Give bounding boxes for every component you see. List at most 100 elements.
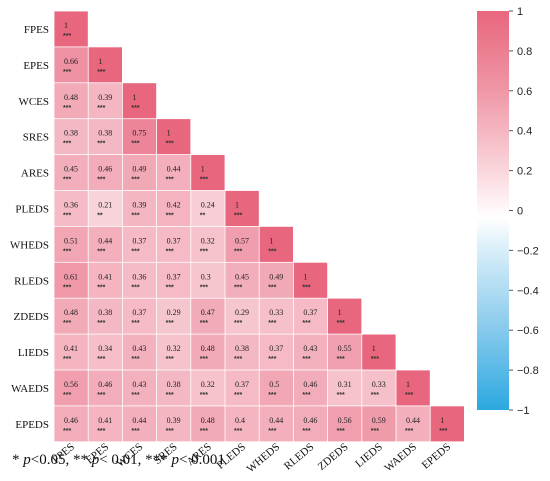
- cell-significance-label: ***: [337, 428, 345, 435]
- heatmap-cell: [328, 298, 362, 334]
- heatmap-cell: [293, 262, 328, 298]
- heatmap-cell: [362, 334, 396, 370]
- cell-significance-label: ***: [337, 392, 345, 399]
- cell-value-label: 0.39: [132, 201, 146, 210]
- cell-value-label: 0.34: [98, 344, 112, 353]
- y-tick-label: ZDEDS: [14, 311, 49, 323]
- cell-significance-label: ***: [131, 141, 139, 148]
- cell-value-label: 0.38: [98, 308, 112, 317]
- cell-value-label: 0.37: [303, 308, 317, 317]
- heatmap-cells: 1***0.66***1***0.48***0.39***1***0.38***…: [54, 11, 464, 442]
- cell-significance-label: ***: [63, 141, 71, 148]
- significance-footnote: * p<0.05, ** p< 0.01, *** p< 0.001: [12, 452, 225, 469]
- cell-significance-label: ***: [200, 356, 208, 363]
- heatmap-cell: [259, 226, 293, 262]
- cell-value-label: 0.41: [98, 272, 112, 281]
- colorbar-tick-label: −1: [517, 405, 530, 417]
- heatmap-cell: [225, 370, 259, 406]
- cell-significance-label: ***: [302, 284, 310, 291]
- y-tick-label: FPES: [24, 24, 49, 36]
- heatmap-cell: [259, 262, 293, 298]
- heatmap-cell: [54, 298, 88, 334]
- cell-value-label: 0.36: [64, 201, 78, 210]
- heatmap-cell: [225, 298, 259, 334]
- cell-value-label: 1: [132, 93, 136, 102]
- cell-value-label: 0.5: [269, 380, 279, 389]
- cell-significance-label: ***: [166, 248, 174, 255]
- cell-significance-label: ***: [200, 320, 208, 327]
- colorbar-tick-label: 0.2: [517, 166, 532, 178]
- footnote-p-3: p: [171, 452, 179, 468]
- cell-significance-label: ***: [234, 356, 242, 363]
- cell-value-label: 0.46: [303, 380, 317, 389]
- cell-value-label: 0.66: [64, 57, 78, 66]
- cell-value-label: 1: [372, 344, 376, 353]
- cell-significance-label: ***: [63, 284, 71, 291]
- cell-value-label: 0.33: [269, 308, 283, 317]
- heatmap-cell: [122, 119, 157, 155]
- cell-value-label: 0.33: [372, 380, 386, 389]
- heatmap-cell: [191, 406, 225, 442]
- footnote-p-2: p: [91, 452, 100, 468]
- heatmap-cell: [157, 406, 191, 442]
- cell-value-label: 0.41: [98, 416, 112, 425]
- heatmap-cell: [54, 370, 88, 406]
- colorbar-tick-label: −0.8: [517, 365, 539, 377]
- cell-value-label: 0.4: [235, 416, 245, 425]
- cell-value-label: 0.47: [201, 308, 215, 317]
- cell-significance-label: ***: [302, 356, 310, 363]
- heatmap-cell: [88, 47, 122, 83]
- heatmap-cell: [293, 370, 328, 406]
- cell-significance-label: ***: [63, 320, 71, 327]
- cell-value-label: 0.37: [167, 236, 181, 245]
- cell-significance-label: ***: [63, 33, 71, 40]
- cell-value-label: 0.44: [98, 236, 112, 245]
- heatmap-cell: [88, 334, 122, 370]
- cell-value-label: 0.38: [167, 380, 181, 389]
- heatmap-cell: [396, 406, 430, 442]
- heatmap-cell: [328, 406, 362, 442]
- cell-significance-label: ***: [97, 248, 105, 255]
- heatmap-cell: [225, 226, 259, 262]
- heatmap-cell: [259, 334, 293, 370]
- cell-value-label: 0.37: [132, 308, 146, 317]
- heatmap-cell: [157, 334, 191, 370]
- cell-significance-label: ***: [63, 392, 71, 399]
- cell-significance-label: ***: [97, 356, 105, 363]
- y-tick-label: EPEDS: [15, 419, 49, 431]
- cell-value-label: 0.46: [98, 380, 112, 389]
- cell-value-label: 0.43: [303, 344, 317, 353]
- colorbar-tick-label: 0.4: [517, 126, 532, 138]
- cell-value-label: 0.29: [167, 308, 181, 317]
- cell-significance-label: ***: [166, 141, 174, 148]
- heatmap-cell: [328, 334, 362, 370]
- heatmap-cell: [122, 83, 157, 119]
- heatmap-cell: [225, 190, 259, 226]
- footnote-p-1: p: [23, 452, 31, 468]
- heatmap-cell: [54, 11, 88, 47]
- heatmap-cell: [191, 370, 225, 406]
- cell-significance-label: ***: [131, 320, 139, 327]
- cell-significance-label: ***: [97, 284, 105, 291]
- colorbar-tick-label: 1: [517, 6, 523, 18]
- colorbar-tick-label: −0.2: [517, 245, 539, 257]
- heatmap-cell: [157, 262, 191, 298]
- colorbar-gradient: [477, 11, 509, 410]
- heatmap-cell: [88, 262, 122, 298]
- cell-significance-label: ***: [302, 392, 310, 399]
- heatmap-cell: [191, 298, 225, 334]
- cell-significance-label: ***: [131, 356, 139, 363]
- cell-significance-label: ***: [63, 105, 71, 112]
- cell-value-label: 0.29: [235, 308, 249, 317]
- cell-significance-label: ***: [166, 320, 174, 327]
- cell-value-label: 0.59: [372, 416, 386, 425]
- cell-significance-label: ***: [234, 284, 242, 291]
- cell-significance-label: ***: [97, 105, 105, 112]
- cell-significance-label: ***: [234, 428, 242, 435]
- cell-value-label: 0.49: [132, 165, 146, 174]
- cell-significance-label: ***: [268, 284, 276, 291]
- y-tick-label: SRES: [23, 132, 49, 144]
- y-tick-label: WHEDS: [10, 239, 49, 251]
- cell-significance-label: ***: [439, 428, 447, 435]
- heatmap-cell: [88, 226, 122, 262]
